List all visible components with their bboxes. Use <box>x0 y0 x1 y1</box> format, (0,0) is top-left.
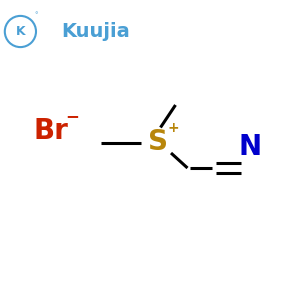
Text: °: ° <box>35 13 38 19</box>
Text: −: − <box>66 107 80 125</box>
Text: N: N <box>239 133 262 161</box>
Text: S: S <box>148 128 167 157</box>
Text: +: + <box>167 121 179 135</box>
Text: K: K <box>16 25 25 38</box>
Text: Br: Br <box>34 116 68 145</box>
Text: Kuujia: Kuujia <box>61 22 130 41</box>
